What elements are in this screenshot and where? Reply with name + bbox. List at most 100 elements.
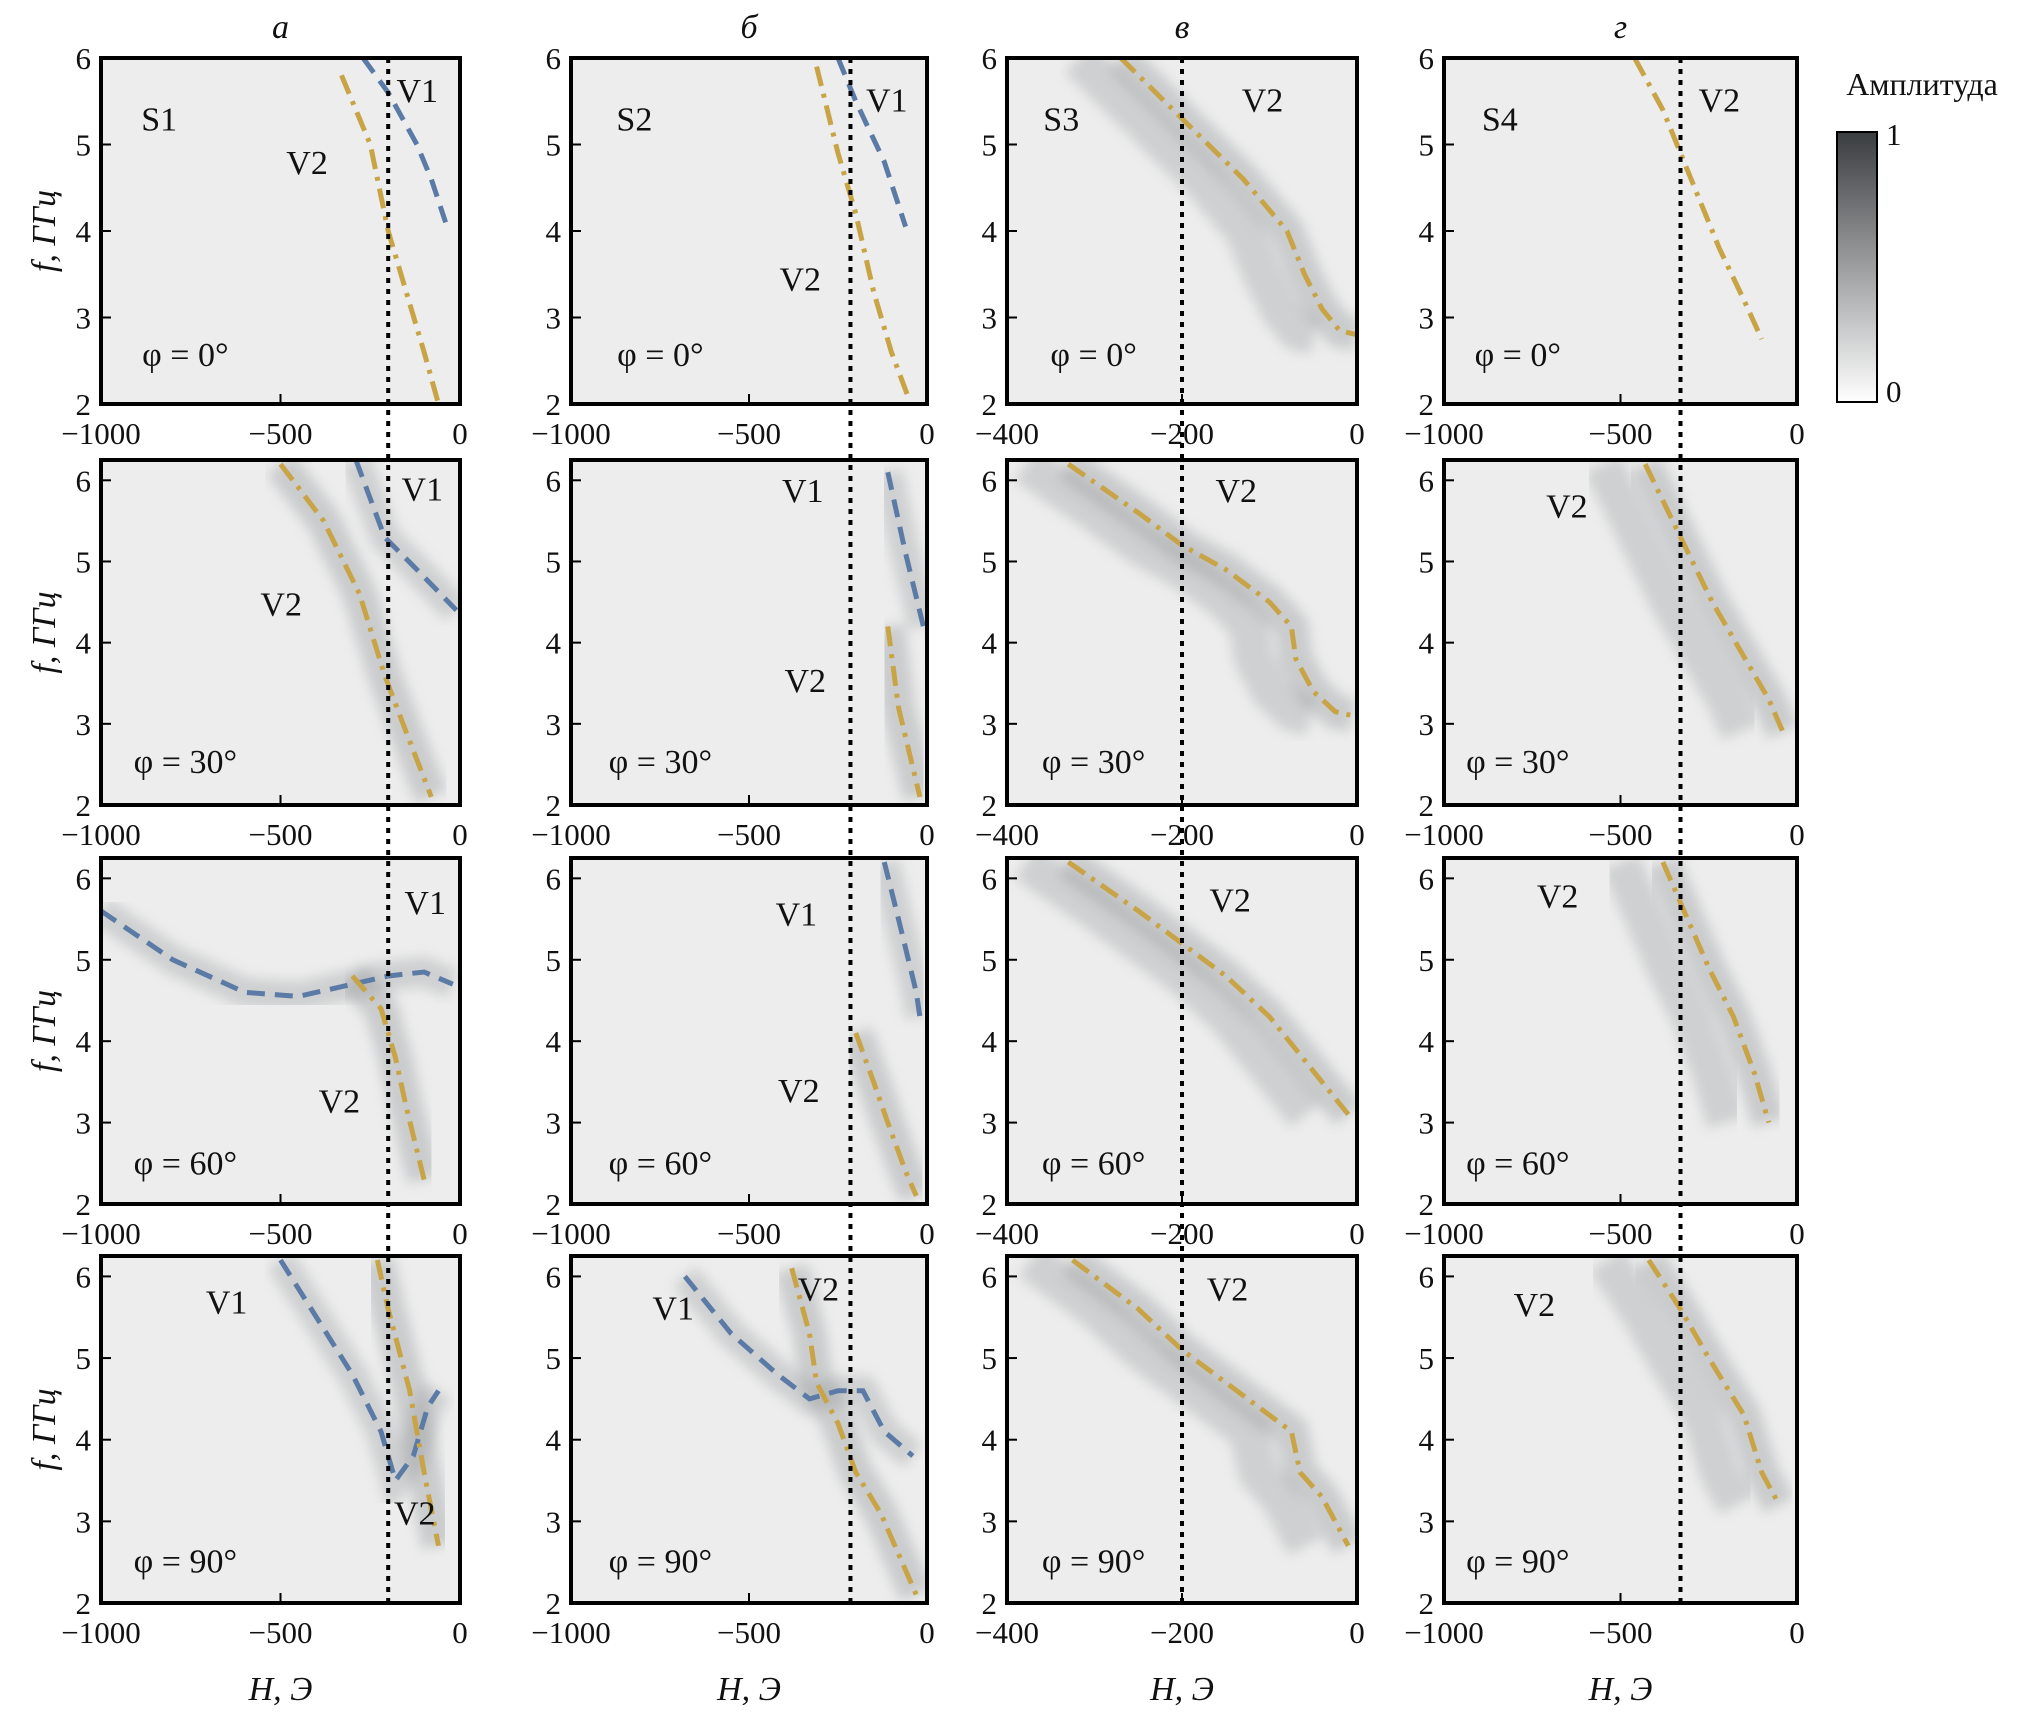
phi-label: φ = 0° — [1050, 337, 1136, 374]
mode-label-v2: V2 — [1699, 83, 1741, 120]
colorbar-label: Амплитуда — [1846, 66, 1998, 102]
mode-label-v2: V2 — [286, 145, 328, 182]
x-tick-label: 0 — [1349, 817, 1365, 852]
heatmap-background — [571, 460, 927, 805]
amplitude-band — [873, 468, 927, 630]
y-tick-label: 4 — [982, 214, 998, 249]
panel-1-2: 2 3 4 5 6 −1000 −500 0 S2 V1 V2 φ = 0° — [531, 41, 934, 451]
v2-curve — [278, 462, 434, 798]
v2-curve — [885, 626, 923, 798]
mode-label-v2: V2 — [319, 1084, 361, 1121]
y-tick-label: 2 — [982, 1187, 998, 1222]
x-tick-label: 0 — [1789, 416, 1805, 451]
mode-label-v2: V2 — [1514, 1287, 1556, 1324]
y-tick-label: 3 — [546, 1106, 562, 1141]
phi-label: φ = 60° — [1466, 1145, 1569, 1182]
x-tick-label: −1000 — [1404, 416, 1483, 451]
y-axis-label: f, ГГц — [26, 190, 63, 272]
y-tick-label: 4 — [982, 1423, 998, 1458]
phi-label: φ = 60° — [609, 1145, 712, 1182]
mode-label-v2: V2 — [784, 663, 826, 700]
phi-label: φ = 90° — [1042, 1544, 1145, 1581]
sample-label: S4 — [1482, 102, 1518, 139]
mode-label-v2: V2 — [394, 1495, 436, 1532]
panel-4-2: 2 3 4 5 6 −1000 −500 0 V1 V2 φ = 90° H, Э — [531, 1254, 935, 1708]
v1-curve — [682, 1274, 915, 1458]
x-tick-label: 0 — [919, 416, 935, 451]
x-tick-label: 0 — [919, 1615, 935, 1650]
y-tick-label: 3 — [76, 1106, 92, 1141]
x-tick-label: −1000 — [531, 416, 610, 451]
y-tick-label: 4 — [546, 1024, 562, 1059]
y-tick-label: 6 — [546, 861, 562, 896]
panel-2-1: 2 3 4 5 6 −1000 −500 0 V1 V2 φ = 30° f, ГГц — [26, 458, 468, 852]
x-tick-label: −500 — [717, 1216, 781, 1251]
x-tick-label: 0 — [1349, 416, 1365, 451]
y-tick-label: 6 — [546, 41, 562, 76]
colorbar-min-label: 0 — [1886, 374, 1902, 409]
v2-curve — [1642, 463, 1786, 733]
amplitude-band — [1064, 58, 1320, 355]
y-tick-label: 6 — [546, 463, 562, 498]
x-tick-label: −1000 — [531, 1615, 610, 1650]
mode-label-v2: V2 — [798, 1272, 840, 1309]
x-axis-label: H, Э — [716, 1671, 781, 1708]
x-tick-label: −500 — [249, 416, 313, 451]
x-tick-label: −1000 — [531, 1216, 610, 1251]
y-tick-label: 4 — [76, 1423, 92, 1458]
x-tick-label: 0 — [452, 416, 468, 451]
amplitude-band — [1014, 858, 1322, 1127]
y-tick-label: 5 — [982, 943, 998, 978]
x-axis-label: H, Э — [1149, 1671, 1214, 1708]
panel-1-1: 2 3 4 5 6 −1000 −500 0 S1 V1 V2 φ = 0° f, ГГц — [26, 41, 468, 451]
mode-label-v2: V2 — [1207, 1272, 1249, 1309]
y-tick-label: 3 — [76, 301, 92, 336]
v2-curve — [1632, 58, 1764, 341]
v2-curve — [374, 1259, 441, 1547]
mode-label-v2: V2 — [1209, 883, 1251, 920]
phi-label: φ = 90° — [1466, 1544, 1569, 1581]
x-tick-label: 0 — [1789, 1615, 1805, 1650]
y-tick-label: 6 — [76, 1259, 92, 1294]
y-tick-label: 3 — [1419, 1106, 1435, 1141]
y-tick-label: 3 — [982, 707, 998, 742]
y-tick-label: 2 — [546, 1586, 562, 1621]
x-tick-label: −1000 — [1404, 1216, 1483, 1251]
colorbar: Амплитуда 1 0 — [1836, 66, 1998, 409]
x-tick-label: 0 — [452, 1216, 468, 1251]
y-tick-label: 2 — [1419, 387, 1435, 422]
x-tick-label: −500 — [249, 1216, 313, 1251]
column-title: а — [272, 9, 289, 46]
panel-3-3: 2 3 4 5 6 −400 −200 0 V2 φ = 60° — [975, 856, 1365, 1251]
mode-label-v1: V1 — [776, 896, 818, 933]
x-axis-label: H, Э — [248, 1671, 313, 1708]
y-tick-label: 4 — [1419, 214, 1435, 249]
v1-curve — [881, 861, 923, 1018]
v2-curve — [1646, 1258, 1782, 1507]
y-tick-label: 5 — [76, 128, 92, 163]
y-tick-label: 5 — [1419, 544, 1435, 579]
x-tick-label: −1000 — [531, 817, 610, 852]
x-tick-label: −500 — [1589, 416, 1653, 451]
x-tick-label: −400 — [975, 1216, 1039, 1251]
amplitude-band — [1589, 1256, 1755, 1515]
y-tick-label: 5 — [982, 1341, 998, 1376]
amplitude-band — [1584, 460, 1759, 740]
y-tick-label: 5 — [1419, 943, 1435, 978]
x-tick-label: −200 — [1150, 817, 1214, 852]
y-tick-label: 2 — [546, 788, 562, 823]
y-tick-label: 6 — [76, 41, 92, 76]
y-tick-label: 2 — [982, 788, 998, 823]
x-tick-label: −500 — [1589, 1216, 1653, 1251]
x-tick-label: −400 — [975, 416, 1039, 451]
phi-label: φ = 30° — [1042, 744, 1145, 781]
y-tick-label: 3 — [1419, 301, 1435, 336]
y-tick-label: 4 — [546, 626, 562, 661]
v2-curve — [789, 1267, 919, 1596]
mode-label-v2: V2 — [1546, 488, 1588, 525]
y-tick-label: 5 — [546, 1341, 562, 1376]
x-tick-label: −500 — [717, 817, 781, 852]
x-tick-label: 0 — [919, 817, 935, 852]
y-tick-label: 6 — [546, 1259, 562, 1294]
